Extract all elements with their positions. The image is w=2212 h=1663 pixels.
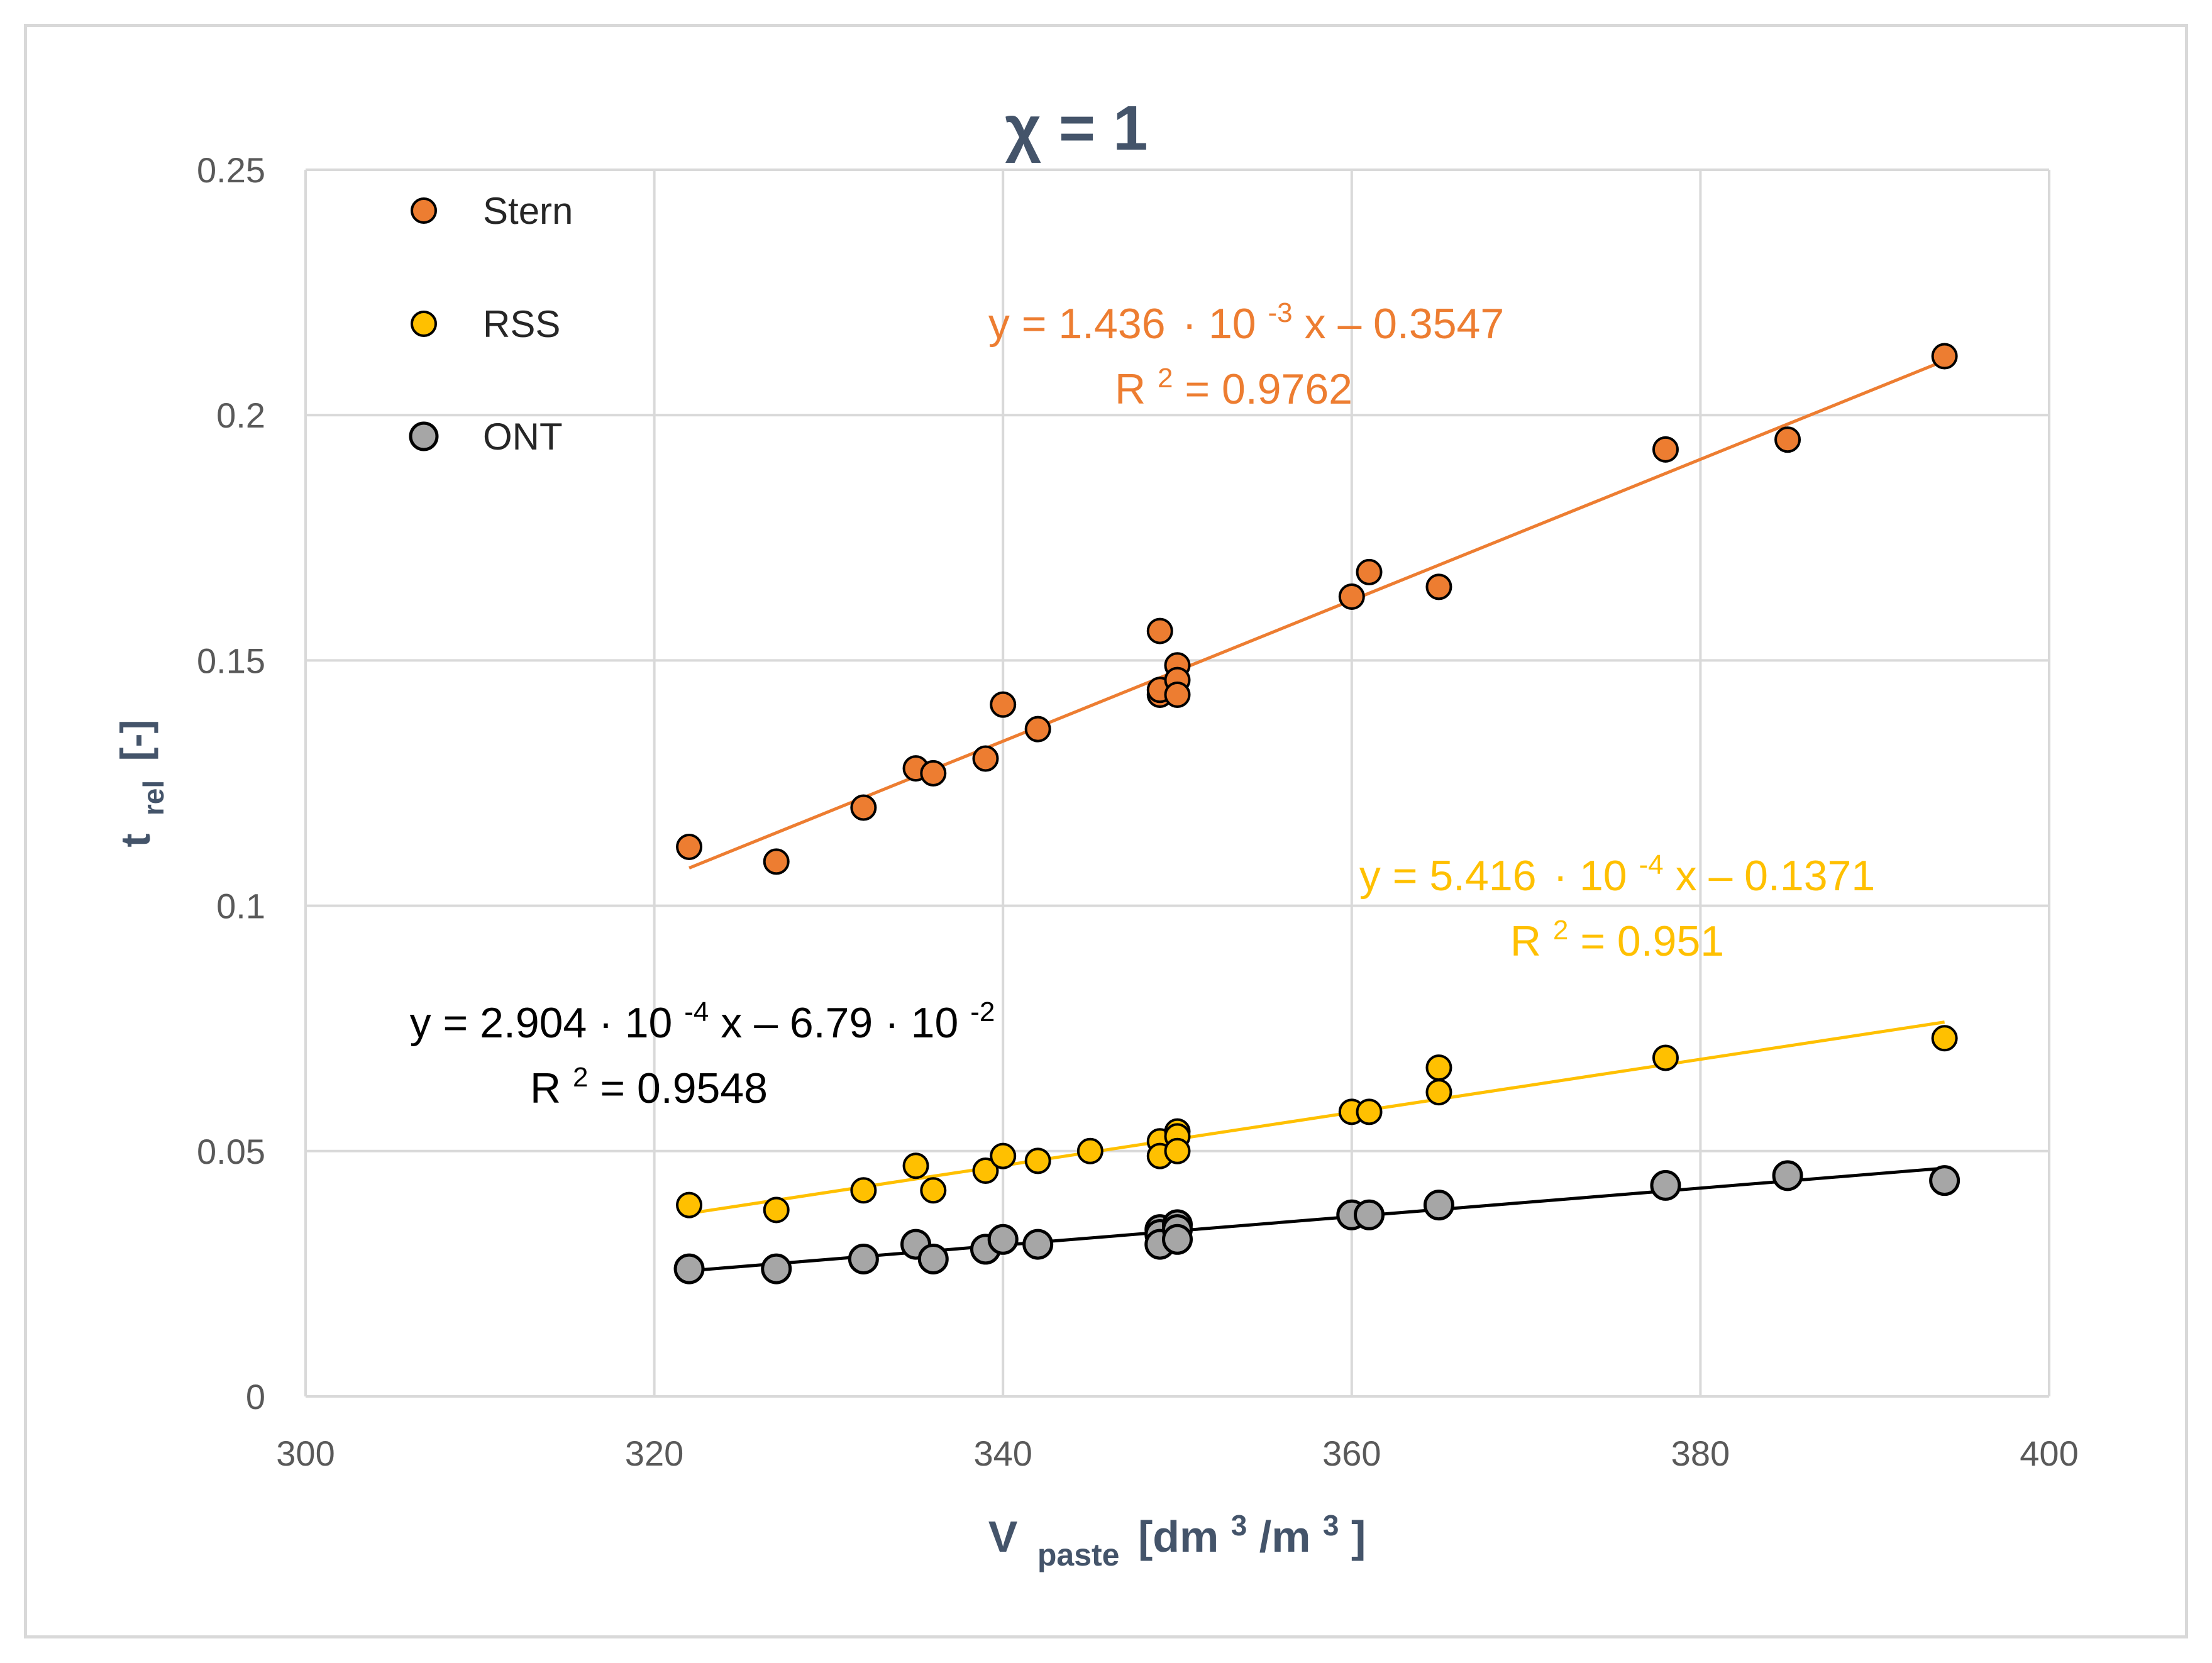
rss-data-point	[1076, 1137, 1103, 1164]
rss-data-point	[1652, 1044, 1679, 1071]
ont-data-point	[1354, 1199, 1385, 1230]
rss-data-point	[676, 1191, 703, 1218]
chart-frame	[24, 24, 2188, 1638]
legend-label-ont: ONT	[483, 416, 563, 458]
rss-data-point	[990, 1142, 1017, 1169]
data-points	[673, 343, 1960, 1285]
rss-trendline	[688, 1020, 1945, 1215]
rss-data-point	[972, 1157, 999, 1185]
stern-trendline	[688, 359, 1945, 870]
rss-data-point	[850, 1177, 877, 1204]
stern-data-point	[676, 833, 703, 860]
x-tick-label: 380	[1671, 1434, 1730, 1473]
ont-data-point	[1162, 1224, 1193, 1255]
stern-data-point	[920, 760, 947, 787]
x-tick-label: 340	[973, 1434, 1032, 1473]
y-tick-label: 0.05	[197, 1132, 265, 1171]
x-tick-label: 360	[1322, 1434, 1381, 1473]
stern-data-point	[763, 848, 790, 875]
rss-data-point	[1425, 1079, 1452, 1106]
rss-data-point	[1931, 1025, 1958, 1052]
legend-marker-stern	[411, 197, 437, 224]
legend-marker-rss	[411, 311, 437, 337]
ont-data-point	[1772, 1160, 1803, 1191]
legend-marker-ont	[409, 421, 439, 451]
ont-data-point	[1423, 1190, 1454, 1221]
stern-data-point	[1146, 617, 1173, 644]
ont-data-point	[917, 1243, 949, 1274]
stern-r2: R 2 = 0.9762	[1115, 349, 1352, 413]
rss-data-point	[920, 1177, 947, 1204]
stern-equation: y = 1.436 · 10 -3 x – 0.3547	[988, 284, 1504, 348]
stern-data-point	[972, 745, 999, 772]
stern-data-point	[1931, 343, 1958, 370]
ont-data-point	[761, 1253, 792, 1285]
stern-data-point	[990, 691, 1017, 718]
ont-data-point	[987, 1224, 1019, 1255]
legend-label-stern: Stern	[483, 190, 573, 232]
y-tick-label: 0	[246, 1377, 265, 1417]
y-tick-label: 0.15	[197, 641, 265, 680]
rss-data-point	[1356, 1098, 1383, 1125]
trendlines	[688, 359, 1945, 1273]
stern-data-point	[1338, 583, 1365, 610]
y-tick-label: 0.2	[216, 395, 265, 435]
legend-label-rss: RSS	[483, 303, 560, 345]
y-tick-label: 0.1	[216, 887, 265, 926]
rss-data-point	[1024, 1147, 1051, 1174]
tick-labels: 300 320 340 360 380 400 0 0.05 0.1 0.15 0.2 0.25	[197, 150, 2079, 1473]
ont-data-point	[673, 1253, 705, 1285]
stern-data-point	[1652, 436, 1679, 463]
stern-data-point	[1774, 426, 1801, 453]
chart-title: χ = 1	[1005, 93, 1147, 163]
ont-equation: y = 2.904 · 10 -4 x – 6.79 · 10 -2	[410, 983, 995, 1047]
ont-data-point	[1929, 1165, 1960, 1196]
rss-equation: y = 5.416 · 10 -4 x – 0.1371	[1359, 836, 1875, 900]
x-axis-title: V paste [dm 3 /m 3 ]	[988, 1496, 1366, 1575]
stern-data-point	[850, 794, 877, 821]
stern-data-point	[1356, 558, 1383, 585]
ont-r2: R 2 = 0.9548	[530, 1048, 768, 1112]
rss-data-point	[902, 1152, 929, 1180]
x-tick-label: 300	[276, 1434, 335, 1473]
stern-data-point	[1164, 682, 1191, 709]
ont-data-point	[1650, 1169, 1681, 1201]
axes	[304, 170, 2049, 1398]
rss-r2: R 2 = 0.951	[1510, 901, 1724, 965]
ont-trendline	[688, 1166, 1945, 1273]
stern-data-point	[1425, 573, 1452, 600]
grid	[306, 169, 2050, 1396]
y-tick-label: 0.25	[197, 150, 265, 190]
x-tick-label: 400	[2020, 1434, 2078, 1473]
rss-data-point	[1425, 1054, 1452, 1081]
x-tick-label: 320	[625, 1434, 683, 1473]
rss-data-point	[1164, 1137, 1191, 1164]
y-axis-title: t rel [-]	[112, 720, 172, 848]
stern-data-point	[1024, 715, 1051, 743]
rss-data-point	[763, 1196, 790, 1224]
ont-data-point	[1022, 1229, 1054, 1260]
ont-data-point	[848, 1243, 879, 1274]
legend: Stern RSS ONT	[409, 190, 573, 458]
